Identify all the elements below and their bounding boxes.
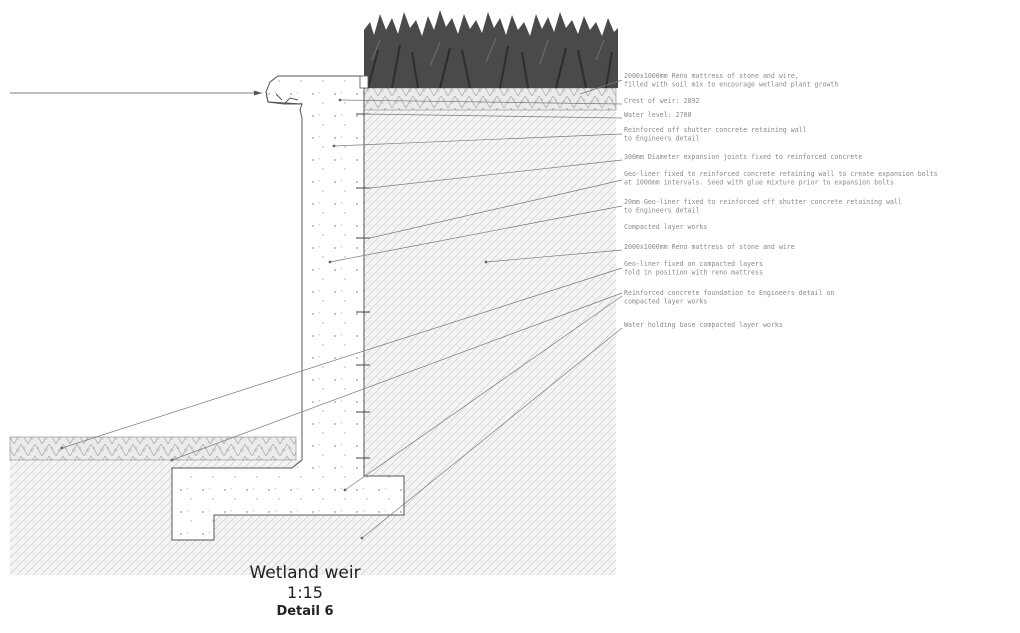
annotation-text: Water level: 2700 <box>624 111 692 119</box>
drawing-scale: 1:15 <box>287 583 323 602</box>
annotation-text: Compacted layer works <box>624 223 707 231</box>
annotation-text: Geo-liner fixed on compacted layers <box>624 260 763 268</box>
annotation-text: to Engineers detail <box>624 135 699 143</box>
detail-label: Detail 6 <box>276 604 334 619</box>
title-block: Wetland weir 1:15 Detail 6 <box>200 563 410 621</box>
annotation-text: 20mm Geo-liner fixed to reinforced off s… <box>624 198 902 206</box>
annotation-notes: 2000x1000mm Reno mattress of stone and w… <box>624 72 938 329</box>
annotation-text: Reinforced concrete foundation to Engine… <box>624 289 834 297</box>
annotation-text: Geo-liner fixed to reinforced concrete r… <box>624 170 938 178</box>
annotation-text: 2000x1000mm Reno mattress of stone and w… <box>624 243 795 251</box>
annotation-text: Reinforced off shutter concrete retainin… <box>624 126 807 134</box>
annotation-text: compacted layer works <box>624 298 707 306</box>
weir-crest-coping <box>265 91 302 105</box>
annotation-text: to Engineers detail <box>624 207 699 215</box>
annotation-text: filled with soil mix to encourage wetlan… <box>624 81 838 89</box>
leader-lines <box>60 79 623 540</box>
water-level-arrow <box>10 90 262 96</box>
annotation-text: 300mm Diameter expansion joints fixed to… <box>624 153 862 161</box>
expansion-bolt-ticks <box>356 113 370 459</box>
annotation-text: Crest of weir: 2892 <box>624 97 699 105</box>
retaining-wall-concrete <box>171 75 405 541</box>
wetland-vegetation <box>364 10 618 89</box>
annotation-text: fold in position with reno mattress <box>624 269 763 277</box>
drawing-title: Wetland weir <box>249 563 361 583</box>
annotation-text: Water holding base compacted layer works <box>624 321 783 329</box>
crest-cap <box>359 75 369 89</box>
reno-mattress-lower <box>9 436 297 461</box>
reno-mattress-upper <box>363 87 617 111</box>
backfill-soil <box>364 108 616 575</box>
annotation-text: 2000x1000mm Reno mattress of stone and w… <box>624 72 799 80</box>
annotation-text: at 1000mm intervals. Seed with glue mixt… <box>624 179 894 187</box>
